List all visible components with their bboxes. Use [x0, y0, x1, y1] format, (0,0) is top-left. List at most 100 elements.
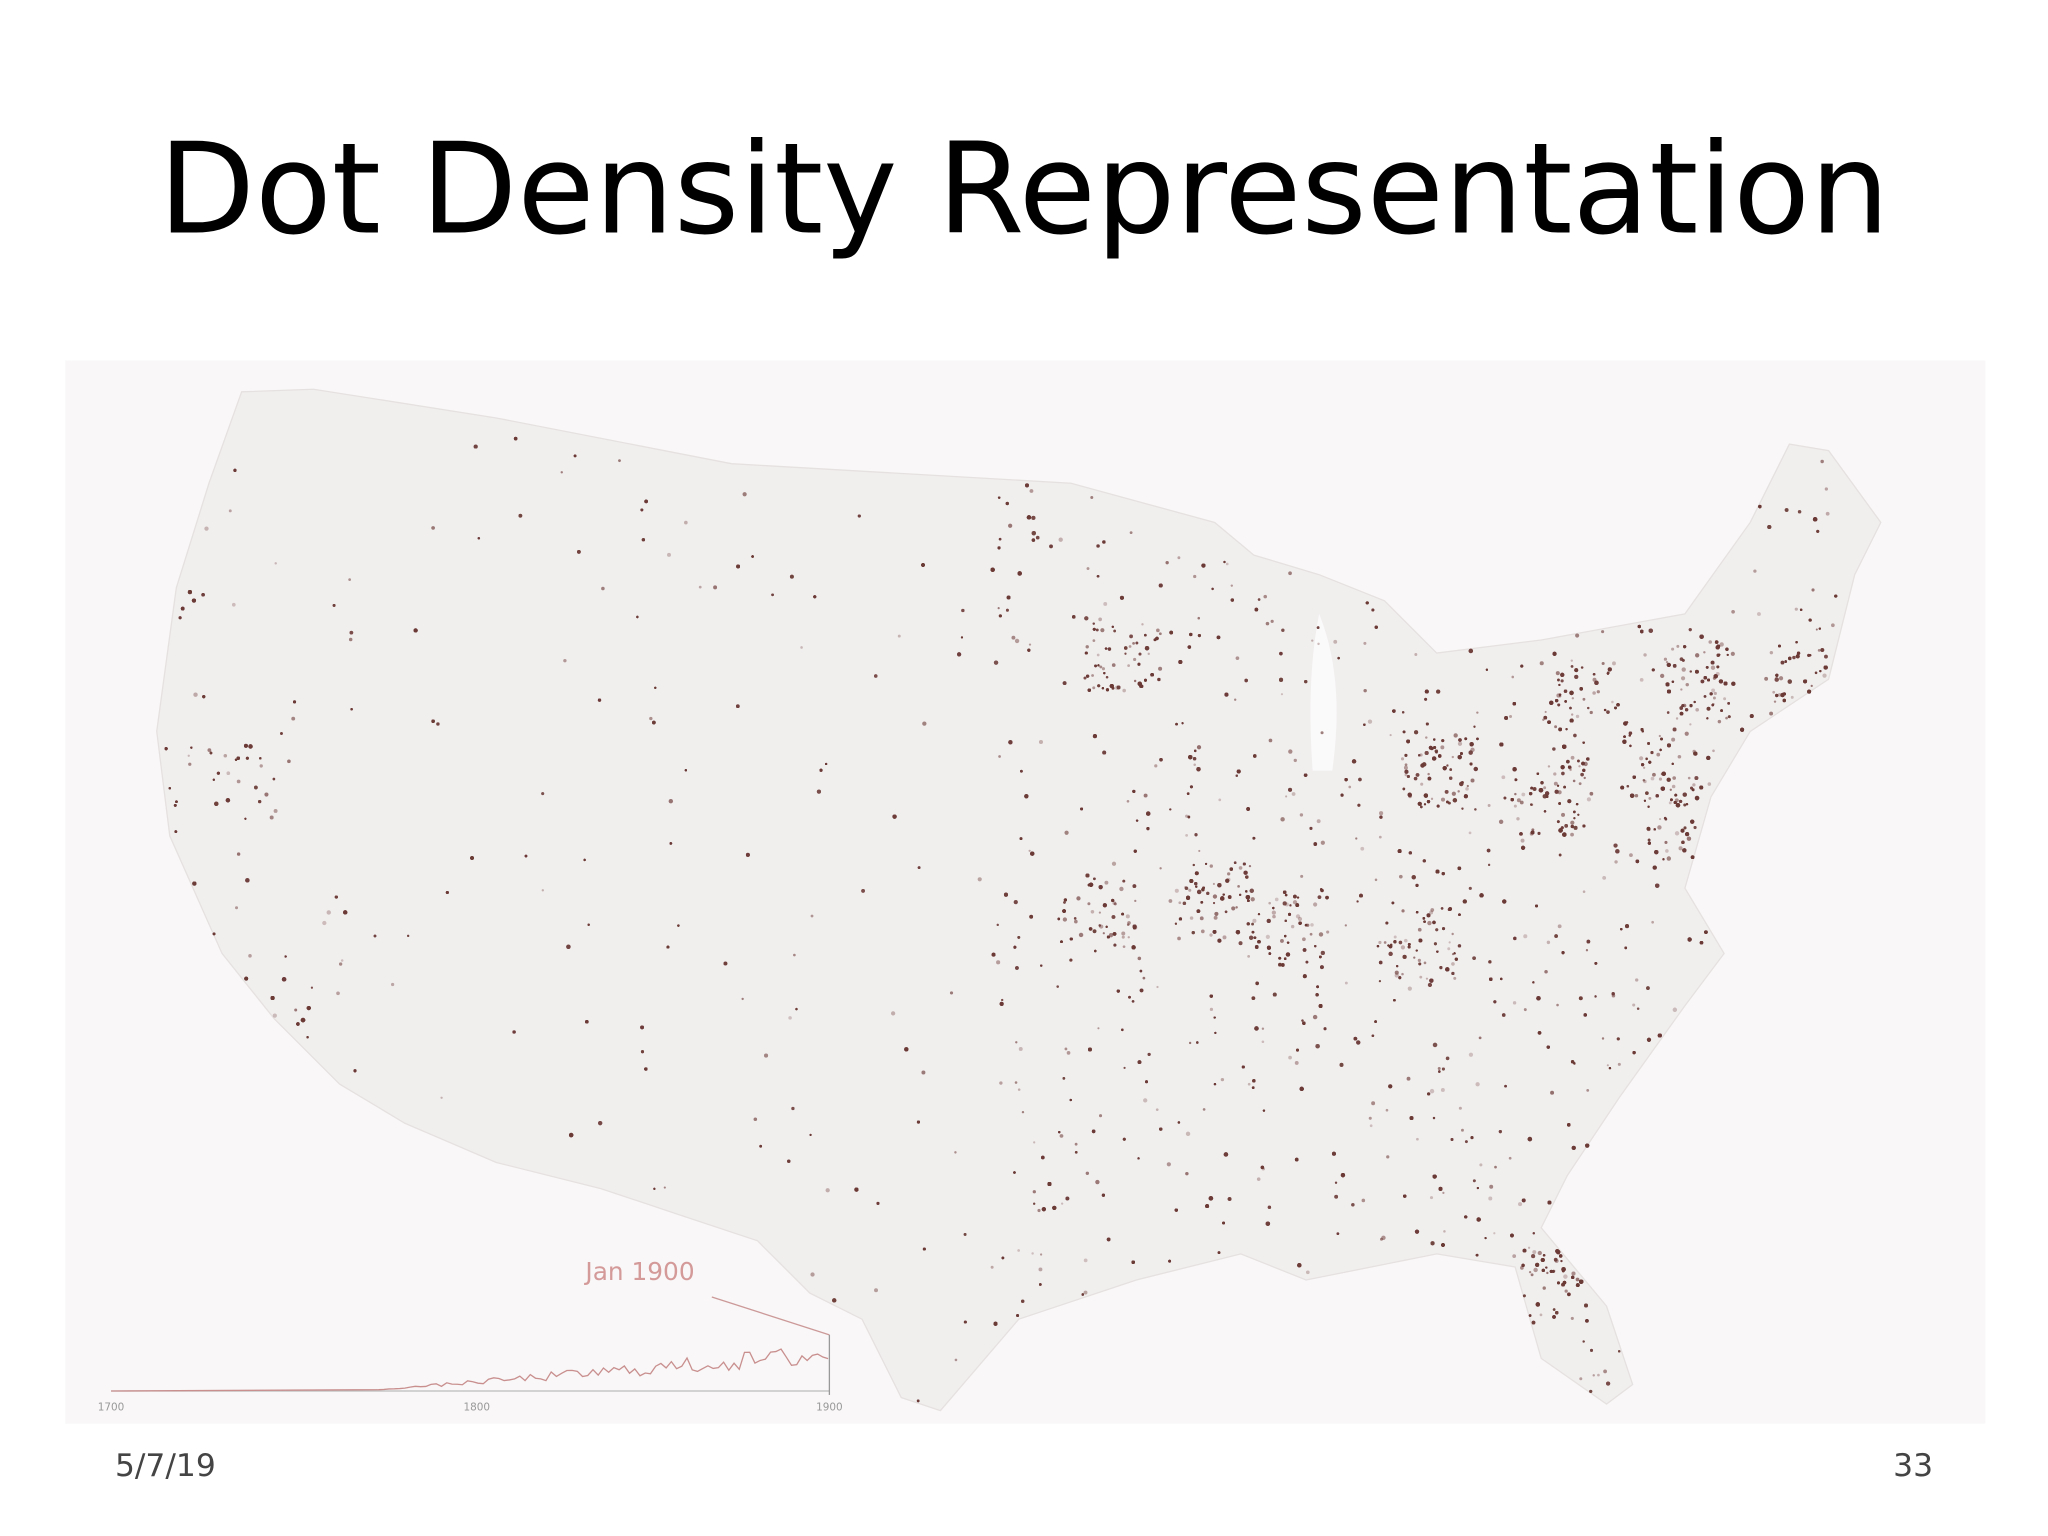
dot	[1780, 660, 1785, 665]
dot	[1461, 807, 1464, 810]
dot	[961, 608, 965, 613]
dot	[1462, 899, 1467, 904]
dot	[236, 852, 241, 856]
dot	[1681, 840, 1685, 845]
dot	[1140, 684, 1144, 688]
dot	[1559, 1254, 1563, 1258]
dot	[1353, 1036, 1358, 1041]
dot	[1293, 894, 1297, 899]
dot	[1544, 710, 1547, 714]
dot	[1589, 1348, 1594, 1352]
dot	[1541, 1268, 1545, 1272]
dot	[1522, 1294, 1526, 1298]
dot	[1666, 777, 1671, 782]
dot	[1265, 1221, 1271, 1226]
dot	[1554, 725, 1558, 729]
dot	[1092, 929, 1097, 934]
dot	[1570, 824, 1574, 829]
dot	[1450, 1138, 1454, 1141]
dot	[1666, 743, 1671, 748]
dot	[1401, 711, 1405, 714]
dot	[577, 549, 581, 554]
dot	[1280, 817, 1285, 822]
dot	[1295, 914, 1301, 919]
dot	[1577, 813, 1580, 816]
dot	[1323, 1027, 1327, 1031]
dot	[1192, 757, 1197, 761]
dot	[1359, 893, 1363, 898]
dot	[1578, 996, 1583, 1001]
dot	[518, 513, 523, 518]
dot	[1356, 900, 1359, 903]
dot	[1672, 1007, 1678, 1012]
dot	[1344, 981, 1348, 985]
dot	[1393, 940, 1397, 944]
dot	[1296, 1048, 1299, 1052]
dot	[1628, 731, 1633, 735]
dot	[1705, 666, 1709, 669]
dot	[1535, 904, 1538, 908]
dot	[1305, 1270, 1310, 1275]
dot	[1257, 598, 1261, 601]
dot	[1404, 773, 1408, 777]
dot	[1253, 936, 1257, 939]
dot	[1211, 587, 1214, 591]
dot	[1475, 1082, 1480, 1087]
dot	[1681, 704, 1685, 708]
dot	[1056, 985, 1059, 988]
dot	[1073, 917, 1077, 920]
dot	[1522, 1294, 1526, 1298]
dot	[1246, 922, 1250, 926]
dot	[1782, 698, 1786, 703]
dot	[1727, 715, 1731, 719]
dot	[800, 646, 803, 649]
dot	[1140, 684, 1144, 688]
dot	[1278, 962, 1282, 967]
dot	[793, 953, 796, 957]
dot	[1062, 681, 1067, 685]
dot	[1592, 677, 1597, 682]
dot	[1523, 934, 1528, 939]
dot	[1358, 777, 1362, 782]
dot	[1575, 714, 1580, 719]
dot	[1592, 1374, 1595, 1377]
dot	[1278, 962, 1282, 967]
dot	[1574, 674, 1579, 679]
dot	[1049, 544, 1053, 549]
dot	[1679, 657, 1684, 661]
dot	[1217, 1251, 1221, 1254]
dot	[1374, 1020, 1377, 1023]
dot	[1569, 706, 1572, 710]
dot	[1231, 906, 1236, 911]
dot	[1420, 805, 1423, 809]
dot	[1441, 872, 1445, 876]
dot	[1402, 787, 1406, 791]
dot	[1021, 1299, 1025, 1303]
dot	[1683, 803, 1687, 807]
dot	[1125, 914, 1130, 919]
dot	[1402, 787, 1406, 791]
dot	[1318, 932, 1324, 937]
dot	[954, 1151, 957, 1154]
dot	[1681, 840, 1685, 845]
dot	[1315, 1043, 1320, 1049]
dot	[1570, 824, 1574, 829]
dot	[1425, 722, 1429, 726]
dot	[1062, 681, 1067, 685]
dot	[1407, 945, 1411, 949]
dot	[1705, 666, 1709, 669]
dot	[223, 753, 228, 758]
dot	[236, 756, 240, 760]
dot	[1589, 1389, 1593, 1393]
dot	[1122, 1137, 1126, 1141]
dot	[306, 1036, 309, 1039]
dot	[338, 962, 343, 966]
dot	[1334, 1181, 1338, 1184]
dot	[1239, 893, 1242, 896]
dot	[1282, 890, 1287, 894]
dot	[1423, 793, 1429, 798]
dot	[541, 889, 545, 892]
dot	[1379, 815, 1383, 819]
dot	[832, 1298, 837, 1303]
dot	[1435, 928, 1439, 932]
